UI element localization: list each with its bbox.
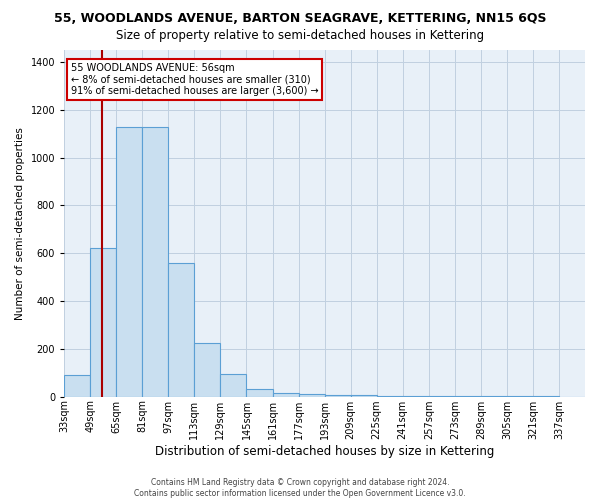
Bar (272, 393, 299, 396)
Text: Contains HM Land Registry data © Crown copyright and database right 2024.
Contai: Contains HM Land Registry data © Crown c… (134, 478, 466, 498)
Bar (64, 375, 90, 396)
Text: Size of property relative to semi-detached houses in Kettering: Size of property relative to semi-detach… (116, 29, 484, 42)
Bar (194, 343, 220, 396)
Bar (142, 126, 169, 396)
Bar (169, 263, 194, 396)
Y-axis label: Number of semi-detached properties: Number of semi-detached properties (15, 127, 25, 320)
Bar (247, 390, 272, 396)
Bar (116, 126, 142, 396)
Bar (220, 374, 247, 396)
Text: 55, WOODLANDS AVENUE, BARTON SEAGRAVE, KETTERING, NN15 6QS: 55, WOODLANDS AVENUE, BARTON SEAGRAVE, K… (54, 12, 546, 26)
Bar (325, 395, 350, 396)
Text: 55 WOODLANDS AVENUE: 56sqm
← 8% of semi-detached houses are smaller (310)
91% of: 55 WOODLANDS AVENUE: 56sqm ← 8% of semi-… (71, 63, 319, 96)
X-axis label: Distribution of semi-detached houses by size in Kettering: Distribution of semi-detached houses by … (155, 444, 494, 458)
Bar (90, 248, 116, 396)
Bar (299, 394, 325, 396)
